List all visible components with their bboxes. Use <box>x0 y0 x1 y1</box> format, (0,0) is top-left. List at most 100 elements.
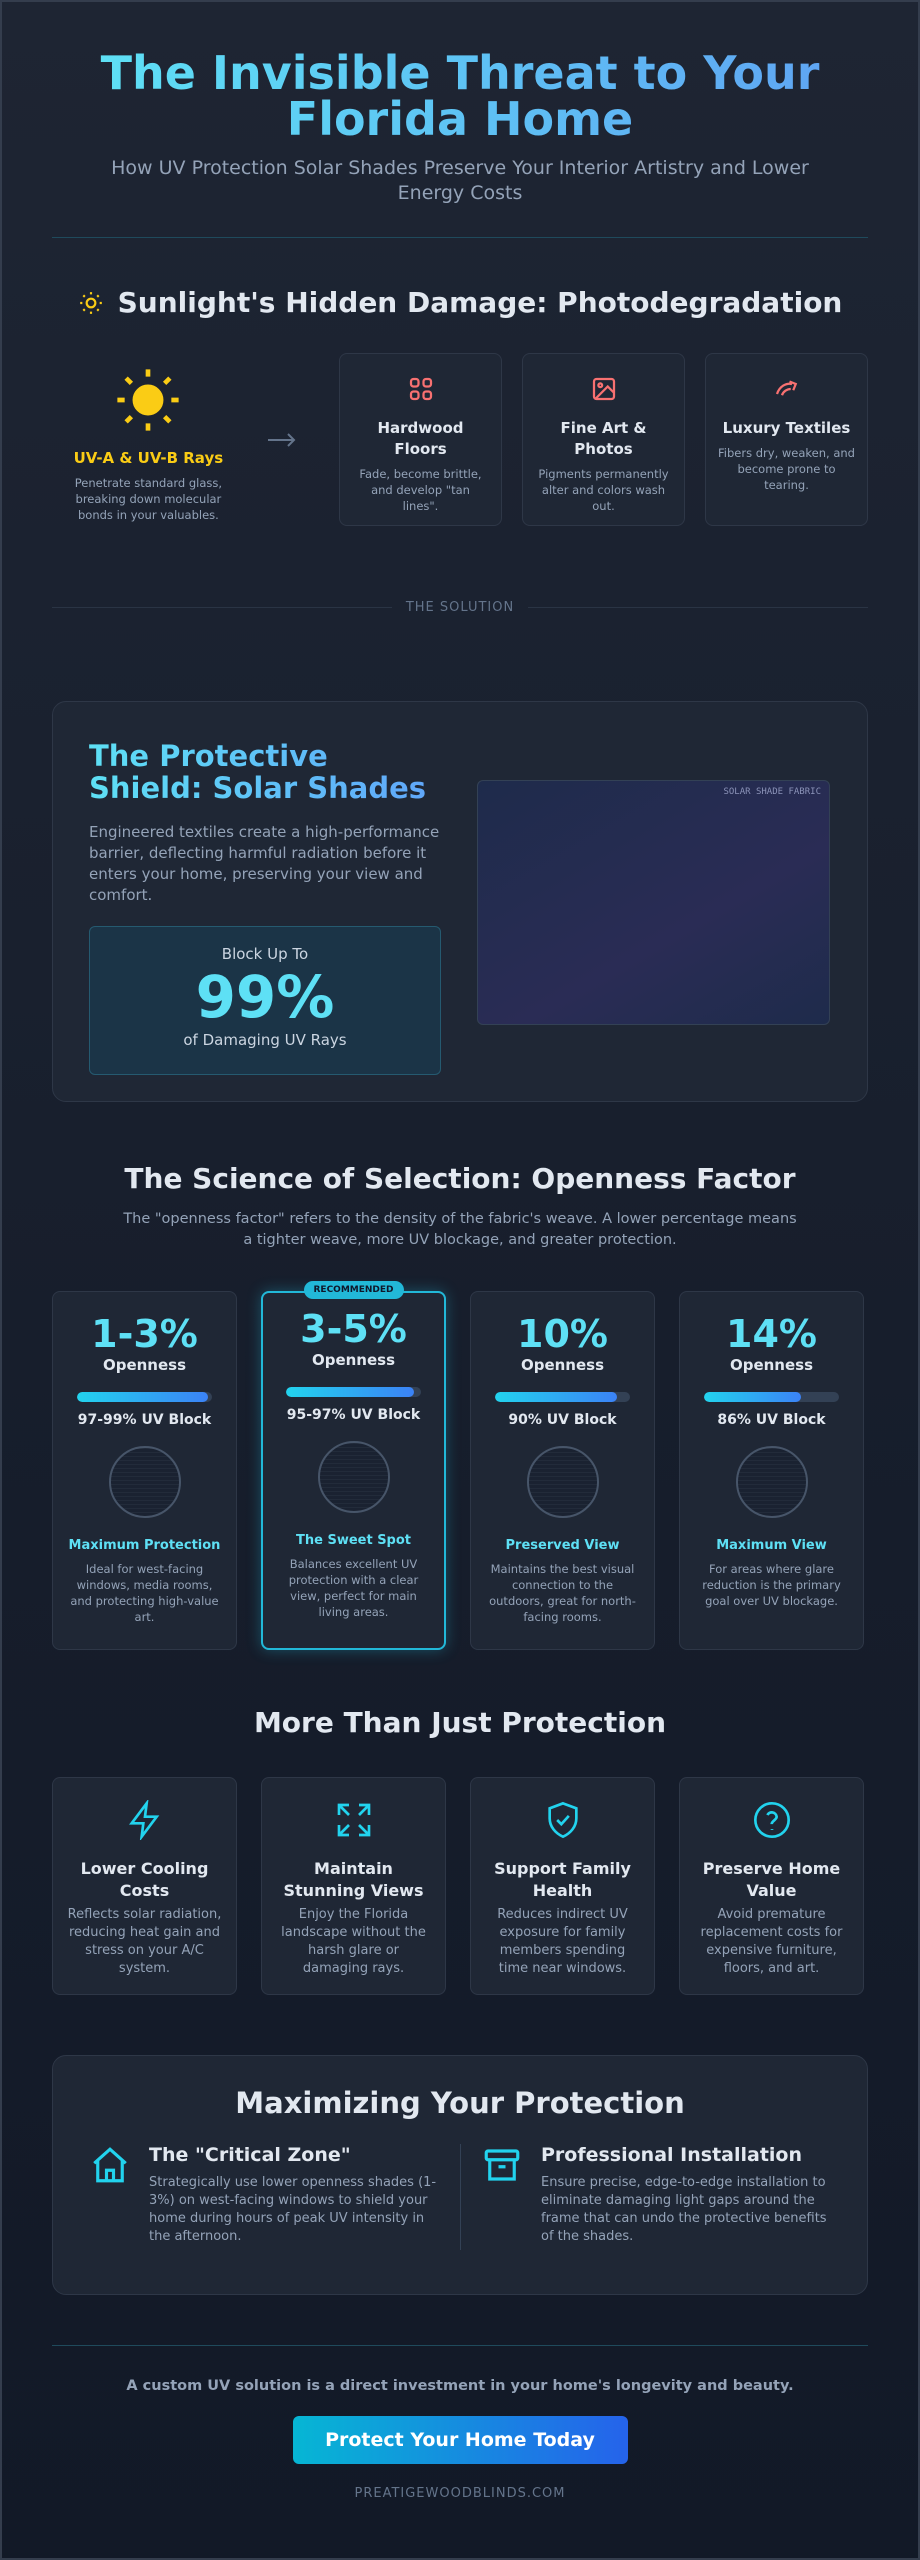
tip-text: Ensure precise, edge-to-edge installatio… <box>541 2175 827 2244</box>
benefit-card: Lower Cooling Costs Reflects solar radiat… <box>52 1777 237 1995</box>
sun-icon <box>79 291 102 314</box>
card-title: Support Family Health <box>494 1859 631 1900</box>
bar-track <box>495 1392 630 1402</box>
tip-title: The "Critical Zone" <box>149 2144 351 2166</box>
card-title: Maintain Stunning Views <box>283 1859 424 1900</box>
heading: The Science of Selection: Openness Facto… <box>124 1162 796 1195</box>
openness-label: Openness <box>311 1351 396 1369</box>
icon <box>753 1802 790 1838</box>
tip-title: Professional Installation <box>541 2144 802 2166</box>
icon <box>337 1803 370 1837</box>
card-title: Maximum Protection <box>68 1538 221 1553</box>
benefit-card: Support Family Health Reduces indirect UV… <box>470 1777 655 1995</box>
uv-block: 90% UV Block <box>508 1412 617 1428</box>
openness-card: 10% Openness 90% UV Block Preserved View Mai… <box>470 1291 655 1650</box>
uv-block: 86% UV Block <box>717 1412 826 1428</box>
bar-fill <box>77 1392 208 1402</box>
card-text: Ideal for west-facing windows, media roo… <box>70 1562 219 1624</box>
bar-fill <box>495 1392 617 1402</box>
title: The Invisible Threat to Your Florida Hom… <box>100 46 820 146</box>
solution-divider: THE SOLUTION <box>52 600 869 615</box>
bar-track <box>286 1387 421 1397</box>
card-text: Reflects solar radiation, reducing heat … <box>67 1907 222 1976</box>
card-text: Fibers dry, weaken, and become prone to … <box>718 446 855 492</box>
bar-track <box>704 1392 839 1402</box>
benefit-card: Maintain Stunning Views Enjoy the Florida… <box>261 1777 446 1995</box>
openness-value: 14% <box>726 1312 817 1356</box>
stat-post: of Damaging UV Rays <box>183 1031 347 1049</box>
divider <box>52 2345 868 2346</box>
weave-swatch <box>108 1446 181 1518</box>
divider-label: THE SOLUTION <box>405 600 515 615</box>
damage-card: Luxury Textiles Fibers dry, weaken, and b… <box>705 353 868 526</box>
openness-card: 1-3% Openness 97-99% UV Block Maximum Prote… <box>52 1291 237 1650</box>
heading: More Than Just Protection <box>253 1706 667 1739</box>
uv-block: 97-99% UV Block <box>77 1412 212 1428</box>
icon <box>775 380 797 396</box>
cta-button[interactable]: Protect Your Home Today <box>292 2416 628 2464</box>
card-title: Hardwood Floors <box>377 419 464 458</box>
heading: The Protective Shield: Solar Shades <box>89 740 441 804</box>
card-title: Fine Art & Photos <box>560 419 647 458</box>
tip-text: Strategically use lower openness shades … <box>149 2175 437 2244</box>
card-text: Enjoy the Florida landscape without the … <box>281 1907 426 1976</box>
weave-swatch <box>735 1446 808 1518</box>
bar-track <box>77 1392 212 1402</box>
bar-fill <box>704 1392 802 1402</box>
bar-fill <box>286 1387 415 1397</box>
paragraph: The "openness factor" refers to the dens… <box>123 1211 797 1248</box>
stat-value: 99% <box>195 963 335 1031</box>
heading: Maximizing Your Protection <box>235 2086 685 2120</box>
tips-panel: Maximizing Your Protection The "Critical… <box>52 2055 868 2295</box>
uv-block: 95-97% UV Block <box>286 1407 421 1423</box>
openness-value: 3-5% <box>300 1307 407 1351</box>
tip: The "Critical Zone" Strategically use low… <box>89 2144 439 2250</box>
card-title: Preserve Home Value <box>702 1859 841 1900</box>
footer-text: A custom UV solution is a direct investm… <box>126 2378 794 2394</box>
card-title: The Sweet Spot <box>295 1533 412 1548</box>
source-text: Penetrate standard glass, breaking down … <box>74 476 223 522</box>
separator <box>459 2144 461 2250</box>
card-text: Avoid premature replacement costs for ex… <box>700 1907 843 1976</box>
icon <box>547 1801 578 1839</box>
icon <box>128 1798 159 1842</box>
card-title: Preserved View <box>505 1538 620 1553</box>
tips-row: The "Critical Zone" Strategically use low… <box>89 2144 831 2250</box>
site-url: PREATIGEWOODBLINDS.COM <box>354 2486 566 2501</box>
badge: RECOMMENDED <box>303 1281 404 1299</box>
section-heading: Sunlight's Hidden Damage: Photodegradati… <box>52 286 868 319</box>
arrow <box>245 353 319 526</box>
fabric-image: SOLAR SHADE FABRIC <box>477 780 830 1025</box>
card-text: Maintains the best visual connection to … <box>489 1562 636 1624</box>
damage-row: UV-A & UV-B Rays Penetrate standard glas… <box>52 353 868 526</box>
openness-value: 1-3% <box>91 1312 198 1356</box>
icon <box>409 377 432 401</box>
card-title: Luxury Textiles <box>722 419 851 437</box>
openness-label: Openness <box>729 1356 814 1374</box>
benefit-card: Preserve Home Value Avoid premature repla… <box>679 1777 864 1995</box>
benefit-cards: Lower Cooling Costs Reflects solar radiat… <box>52 1777 868 1995</box>
tip: Professional Installation Ensure precise,… <box>481 2144 831 2250</box>
openness-cards: 1-3% Openness 97-99% UV Block Maximum Prote… <box>52 1281 868 1650</box>
openness-card: 14% Openness 86% UV Block Maximum View For a… <box>679 1291 864 1650</box>
sun-icon <box>117 369 180 431</box>
card-text: For areas where glare reduction is the p… <box>702 1562 841 1608</box>
heading: Sunlight's Hidden Damage: Photodegradati… <box>117 286 843 319</box>
card-text: Fade, become brittle, and develop "tan l… <box>359 467 482 513</box>
source: UV-A & UV-B Rays Penetrate standard glas… <box>52 353 245 526</box>
image-label: SOLAR SHADE FABRIC <box>723 787 821 797</box>
weave-swatch <box>526 1446 599 1518</box>
damage-card: Fine Art & Photos Pigments permanently al… <box>522 353 685 526</box>
card-text: Reduces indirect UV exposure for family … <box>497 1907 628 1976</box>
damage-card: Hardwood Floors Fade, become brittle, and… <box>339 353 502 526</box>
solution-text: The Protective Shield: Solar Shades Engi… <box>89 740 441 1075</box>
card-title: Maximum View <box>716 1538 827 1553</box>
stat-pre: Block Up To <box>221 945 309 963</box>
openness-label: Openness <box>520 1356 605 1374</box>
divider <box>52 237 868 238</box>
paragraph: Engineered textiles create a high-perfor… <box>89 823 440 904</box>
card-text: Pigments permanently alter and colors wa… <box>538 467 669 513</box>
solution-panel: The Protective Shield: Solar Shades Engi… <box>52 701 868 1102</box>
card-text: Balances excellent UV protection with a … <box>288 1557 419 1619</box>
